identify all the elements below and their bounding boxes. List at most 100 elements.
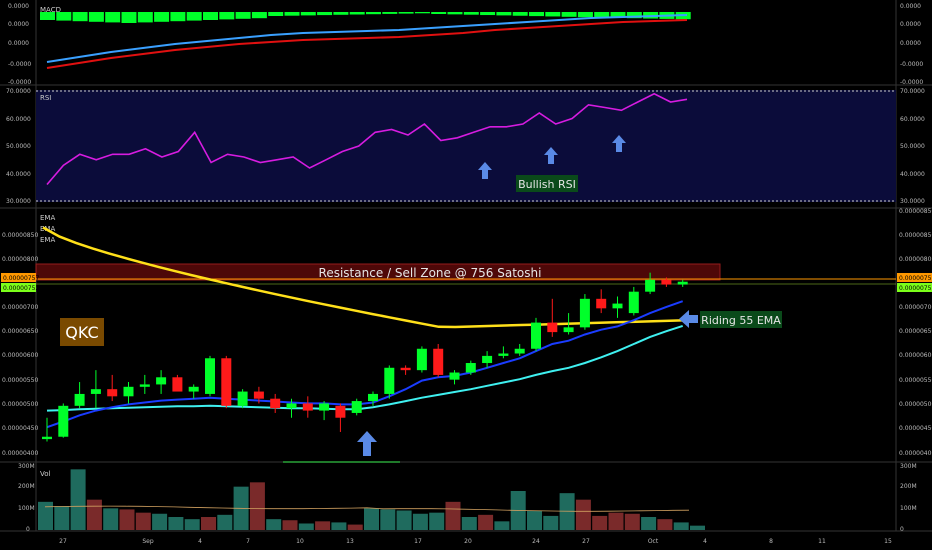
price-axis-label: 0.00000800	[2, 256, 38, 263]
candle-body	[253, 391, 264, 399]
candle-body	[628, 291, 639, 314]
candle-body	[42, 436, 52, 440]
price-axis-label: 0.00000450	[899, 425, 932, 432]
bullish-rsi-box	[516, 175, 578, 192]
volume-axis-label: 200M	[900, 483, 917, 490]
candle-body	[188, 386, 199, 392]
macd-axis-label: 0.0000	[8, 21, 29, 28]
price-tag-upper	[897, 273, 932, 282]
volume-bar	[119, 509, 135, 530]
volume-bar	[445, 501, 461, 530]
candle-body	[368, 393, 378, 402]
volume-axis-label: 100M	[900, 505, 917, 512]
volume-label: Vol	[40, 470, 51, 478]
macd-histogram-bar	[317, 12, 333, 16]
rsi-line	[46, 92, 688, 186]
x-axis-label: 17	[414, 538, 422, 545]
rsi-axis-right: 70.0000 60.0000 50.0000 40.0000 30.0000	[900, 88, 925, 205]
macd-histogram-bar	[577, 12, 593, 18]
left-arrow-icon	[679, 310, 698, 328]
price-axis-label: 0.00000500	[899, 401, 932, 408]
candle-body	[58, 405, 69, 437]
macd-axis-label: -0.0000	[8, 79, 31, 86]
volume-bar	[461, 517, 477, 530]
candle-body	[205, 358, 215, 394]
riding-ema-box	[700, 311, 782, 328]
volume-bar	[412, 513, 428, 530]
volume-bar	[575, 499, 591, 530]
price-tag-lower	[897, 283, 932, 292]
macd-histogram-bar	[137, 12, 153, 23]
x-axis-label: 7	[246, 538, 250, 545]
volume-bar	[298, 523, 314, 530]
candle-body	[156, 377, 167, 385]
up-arrow-icon	[357, 431, 377, 456]
ema-layer	[42, 226, 687, 429]
candle-body	[270, 398, 281, 409]
rsi-axis-label: 70.0000	[6, 88, 31, 95]
volume-bar	[608, 512, 624, 530]
x-axis-label: 27	[582, 538, 590, 545]
coin-label-box	[60, 318, 104, 346]
macd-histogram-bar	[284, 12, 300, 16]
candle-body	[384, 367, 395, 394]
macd-histogram-bar	[349, 12, 365, 15]
volume-bar	[168, 517, 184, 530]
price-tag-upper-left-text: 0.00000757	[3, 275, 39, 282]
candle-body	[465, 363, 476, 373]
ema-blue-line	[46, 300, 684, 429]
volume-bar	[429, 512, 445, 530]
volume-bar	[478, 514, 494, 530]
candle-body	[579, 298, 590, 328]
macd-histogram-bar	[594, 12, 610, 18]
x-axis-label: 10	[296, 538, 304, 545]
macd-histogram-bar	[186, 12, 202, 21]
volume-bar	[70, 469, 86, 530]
volume-bar	[184, 519, 200, 530]
price-axis-label: 0.00000550	[2, 377, 38, 384]
candle-body	[302, 403, 313, 411]
candle-body	[286, 403, 297, 409]
resistance-zone	[35, 263, 721, 281]
price-axis-label: 0.00000600	[2, 352, 38, 359]
volume-bar	[38, 501, 53, 530]
macd-histogram-bar	[463, 12, 479, 15]
candle-body	[139, 384, 150, 387]
macd-histogram-bar	[88, 12, 104, 22]
volume-axis-label: 200M	[18, 483, 35, 490]
volume-axis-right: 300M 200M 100M 0	[900, 463, 917, 533]
volume-axis-label: 300M	[18, 463, 35, 470]
candle-body	[237, 391, 248, 406]
macd-axis-label: 0.0000	[8, 40, 29, 47]
macd-histogram-bar	[56, 12, 72, 21]
rsi-label: RSI	[40, 94, 51, 102]
macd-histogram-bar	[154, 12, 170, 22]
x-axis-label: 24	[532, 538, 540, 545]
macd-axis-label: -0.0000	[8, 61, 31, 68]
macd-histogram-bar	[72, 12, 88, 22]
x-axis-label: Sep	[142, 538, 154, 545]
volume-bar	[54, 506, 70, 530]
candle-body	[531, 322, 541, 349]
macd-histogram-bar	[610, 12, 626, 18]
candle-body	[645, 279, 656, 292]
macd-histogram-bar	[529, 12, 544, 17]
macd-layer	[40, 12, 691, 69]
x-axis-label: 4	[198, 538, 202, 545]
macd-histogram-bar	[561, 12, 577, 17]
volume-bar	[86, 499, 102, 530]
up-arrow-icon	[544, 147, 558, 164]
price-axis-label: 0.00000700	[2, 304, 38, 311]
volume-bar	[380, 509, 396, 530]
macd-signal-line	[46, 19, 688, 69]
volume-bar	[690, 525, 705, 530]
macd-axis-label: 0.0000	[900, 40, 921, 47]
price-axis-label: 0.00000850	[899, 208, 932, 215]
volume-bar	[331, 522, 347, 530]
macd-axis-label: -0.0000	[900, 79, 923, 86]
price-axis-label: 0.00000650	[899, 328, 932, 335]
candle-body	[547, 322, 558, 333]
volume-bar	[103, 508, 119, 530]
candle-layer	[42, 272, 688, 442]
